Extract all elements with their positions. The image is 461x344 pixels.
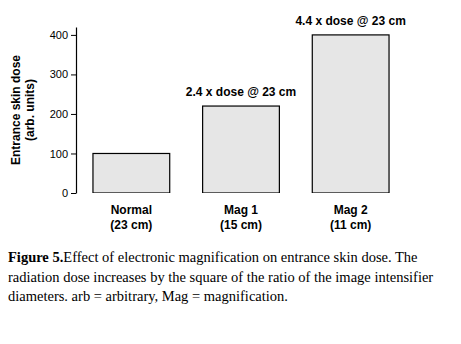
y-axis: 0 100 200 300 400 xyxy=(50,28,77,200)
y-tick: 0 xyxy=(62,187,76,199)
bar xyxy=(312,35,389,193)
x-tick: Normal(23 cm) xyxy=(110,193,152,232)
annotation: 4.4 x dose @ 23 cm xyxy=(295,14,405,28)
x-tick-label: Mag 1(15 cm) xyxy=(220,203,262,232)
y-tick-label: 400 xyxy=(50,29,68,41)
y-tick: 100 xyxy=(50,147,76,159)
y-tick-label: 300 xyxy=(50,68,68,80)
x-tick-label: Mag 2(11 cm) xyxy=(330,203,371,232)
y-tick-mark xyxy=(71,74,76,75)
caption: radiation dose increases by the square o… xyxy=(8,269,433,285)
y-tick-mark xyxy=(71,35,76,36)
y-tick: 400 xyxy=(50,29,76,41)
y-tick: 300 xyxy=(50,68,76,80)
x-axis: Normal(23 cm) Mag 1(15 cm) Mag 2(11 cm) xyxy=(110,193,371,232)
y-tick-label: 100 xyxy=(50,147,68,159)
y-axis-title: Entrance skin dose(arb. units) xyxy=(9,55,37,165)
x-tick-label: Normal(23 cm) xyxy=(110,203,152,232)
figure-label: Figure 5. xyxy=(8,249,63,265)
caption: Effect of electronic magnification on en… xyxy=(63,249,417,265)
y-tick: 200 xyxy=(50,108,76,120)
y-tick-mark xyxy=(71,193,76,194)
y-tick-label: 200 xyxy=(50,108,68,120)
annotation: 2.4 x dose @ 23 cm xyxy=(186,85,296,99)
bar xyxy=(203,106,280,193)
x-tick: Mag 1(15 cm) xyxy=(220,193,262,232)
bars xyxy=(93,35,389,193)
chart: 0 100 200 300 400 Entrance skin dose(arb. uni… xyxy=(0,0,461,344)
y-tick-mark xyxy=(71,153,76,154)
y-axis-line xyxy=(76,28,77,194)
caption: diameters. arb = arbitrary, Mag = magnif… xyxy=(8,288,288,304)
y-tick-label: 0 xyxy=(62,187,68,199)
x-tick: Mag 2(11 cm) xyxy=(330,193,371,232)
bar xyxy=(93,153,170,193)
annotations: 2.4 x dose @ 23 cm 4.4 x dose @ 23 cm xyxy=(186,14,406,99)
y-tick-mark xyxy=(71,114,76,115)
